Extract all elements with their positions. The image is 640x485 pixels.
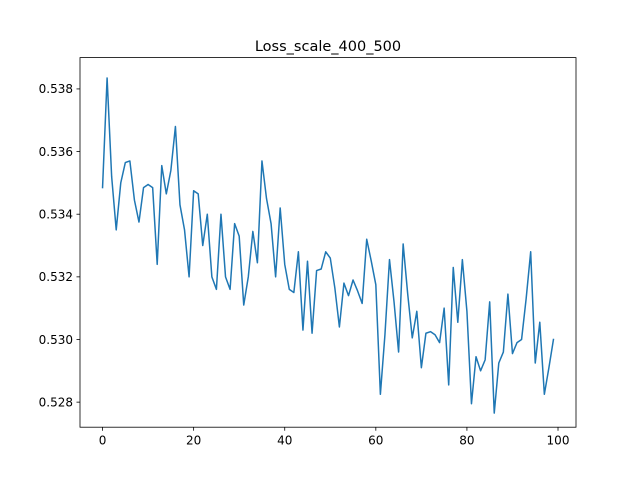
y-axis-ticks: 0.528 0.530 0.532 0.534 0.536 0.538 [39,82,80,409]
y-tick-label: 0.532 [39,270,73,284]
x-tick-label: 80 [459,434,474,448]
chart-title: Loss_scale_400_500 [255,39,401,55]
x-tick-label: 0 [99,434,107,448]
y-tick-label: 0.538 [39,82,73,96]
x-tick-label: 60 [368,434,383,448]
x-tick-label: 40 [277,434,292,448]
series-layer [101,77,555,414]
plot-area-frame [79,57,577,428]
y-tick-label: 0.534 [39,208,73,222]
x-tick-label: 100 [547,434,570,448]
y-tick-label: 0.528 [39,395,73,409]
y-tick-label: 0.530 [39,333,73,347]
x-tick-label: 20 [186,434,201,448]
x-axis-ticks: 0 20 40 60 80 100 [99,427,570,448]
y-tick-label: 0.536 [39,145,73,159]
series-line-0 [101,77,555,414]
